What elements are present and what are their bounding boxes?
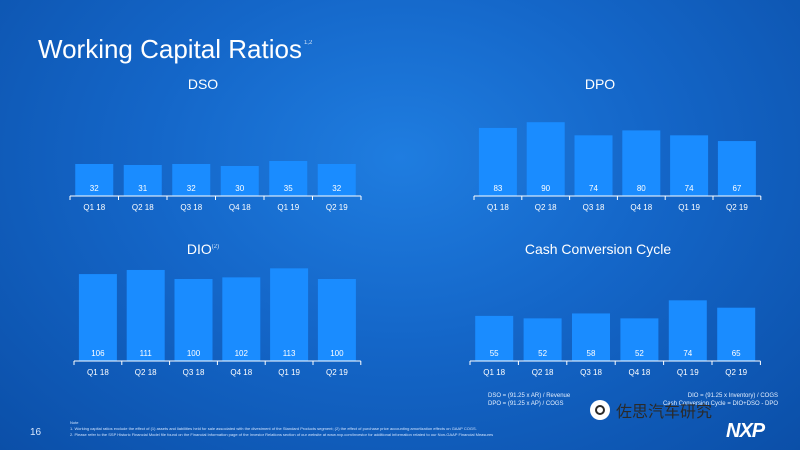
dso-bar [123, 165, 162, 196]
dso-tick-label: Q2 19 [326, 203, 348, 212]
dio-data-label: 100 [187, 349, 201, 358]
nxp-logo: NXP [726, 420, 765, 442]
watermark-text: 佐思汽车研究 [616, 402, 713, 421]
dso-data-label: 32 [90, 184, 99, 193]
ccc-formula: Cash Conversion Cycle = DIO+DSO - DPO [662, 401, 778, 407]
dpo-tick-label: Q1 18 [487, 203, 509, 212]
dpo-chart: 83 Q1 18 90 Q2 18 74 Q3 18 80 Q4 18 74 Q1 19 67 Q2 … [473, 122, 762, 212]
dso-bar [220, 166, 259, 196]
dpo-tick-label: Q2 18 [535, 203, 557, 212]
ccc-tick-label: Q1 18 [483, 368, 505, 377]
dpo-data-label: 74 [589, 184, 598, 193]
ccc-data-label: 55 [490, 349, 499, 358]
dio-data-label: 111 [140, 349, 153, 358]
ccc-bar [717, 307, 756, 361]
dpo-data-label: 83 [493, 184, 502, 193]
ccc-tick-label: Q4 18 [629, 368, 651, 377]
ccc-bar [523, 318, 562, 361]
dpo-tick-label: Q3 18 [583, 203, 605, 212]
dpo-data-label: 90 [541, 184, 550, 193]
ccc-data-label: 52 [635, 349, 644, 358]
dpo-bar [526, 122, 565, 196]
dso-data-label: 30 [235, 184, 244, 193]
dio-tick-label: Q2 19 [326, 368, 348, 377]
dio-tick-label: Q4 18 [230, 368, 252, 377]
dio-bar [174, 279, 213, 361]
page-number: 16 [30, 427, 42, 438]
dpo-data-label: 80 [637, 184, 646, 193]
dpo-bar [574, 135, 613, 196]
dio-bar [270, 268, 309, 361]
ccc-data-label: 52 [538, 349, 547, 358]
dso-bar [172, 164, 211, 196]
dpo-bar [670, 135, 709, 196]
dio-chart-title: DIO(2) [186, 241, 220, 257]
footnote-line-2: 2. Please refer to the SSP Historic Fina… [70, 432, 494, 437]
dso-bar [75, 164, 114, 196]
dso-formula: DSO = (91.25 x AR) / Revenue [488, 393, 571, 399]
dio-bar [317, 279, 356, 361]
dpo-tick-label: Q1 19 [678, 203, 700, 212]
wechat-icon [590, 400, 610, 420]
dio-tick-label: Q1 19 [278, 368, 300, 377]
dso-tick-label: Q4 18 [229, 203, 251, 212]
dso-data-label: 32 [187, 184, 196, 193]
ccc-tick-label: Q1 19 [677, 368, 699, 377]
ccc-tick-label: Q2 19 [725, 368, 747, 377]
dso-data-label: 31 [138, 184, 147, 193]
dpo-data-label: 67 [732, 184, 741, 193]
dso-bar [317, 164, 356, 196]
dpo-bar [478, 127, 517, 196]
dio-formula: DIO = (91.25 x Inventory) / COGS [687, 393, 778, 399]
ccc-bar [620, 318, 659, 361]
dio-tick-label: Q3 18 [183, 368, 205, 377]
title-footnote-ref: 1,2 [303, 40, 313, 46]
dso-bar [269, 161, 308, 196]
watermark: 佐思汽车研究 [590, 398, 712, 422]
dpo-tick-label: Q4 18 [630, 203, 652, 212]
dpo-tick-label: Q2 19 [726, 203, 748, 212]
footnote: Note 1. Working capital ratios exclude t… [70, 420, 630, 438]
ccc-bar [572, 313, 610, 361]
ccc-bar [475, 315, 514, 361]
dio-bar [222, 277, 261, 361]
dio-bar [78, 274, 117, 361]
ccc-data-label: 74 [683, 349, 692, 358]
dio-data-label: 113 [283, 349, 296, 358]
ccc-bar [668, 300, 707, 361]
dio-data-label: 100 [330, 349, 344, 358]
dio-bar [126, 269, 165, 361]
dpo-formula: DPO = (91.25 x AP) / COGS [488, 401, 564, 407]
ccc-data-label: 58 [587, 349, 596, 358]
dio-chart: 106 Q1 18 111 Q2 18 100 Q3 18 102 Q4 18 113 Q1 19… [73, 268, 362, 377]
ccc-data-label: 65 [732, 349, 741, 358]
dio-tick-label: Q1 18 [87, 368, 109, 377]
dso-chart-title: DSO [187, 76, 219, 92]
footnote-line-1: 1. Working capital ratios exclude the ef… [70, 426, 477, 431]
ccc-tick-label: Q3 18 [580, 368, 602, 377]
dpo-bar [622, 130, 661, 196]
dso-data-label: 35 [284, 184, 293, 193]
dio-data-label: 106 [91, 349, 105, 358]
dso-tick-label: Q2 18 [132, 203, 154, 212]
formula-legend: DSO = (91.25 x AR) / Revenue DIO = (91.25… [488, 392, 778, 408]
dio-tick-label: Q2 18 [135, 368, 157, 377]
dio-data-label: 102 [235, 349, 249, 358]
dso-tick-label: Q1 18 [83, 203, 105, 212]
ccc-chart: 55 Q1 18 52 Q2 18 58 Q3 18 52 Q4 18 74 Q1 19 65 Q2 … [469, 300, 761, 377]
slide-title: Working Capital Ratios 1,2 [38, 34, 313, 64]
dso-tick-label: Q1 19 [277, 203, 299, 212]
dso-chart: 32 Q1 18 31 Q2 18 32 Q3 18 30 Q4 18 35 Q1 19 32 Q2 … [69, 161, 362, 212]
dpo-chart-title: DPO [584, 76, 616, 92]
footnote-heading: Note [70, 420, 79, 425]
dso-data-label: 32 [332, 184, 341, 193]
dpo-bar [717, 141, 756, 196]
ccc-chart-title: Cash Conversion Cycle [524, 241, 672, 257]
dso-tick-label: Q3 18 [180, 203, 202, 212]
ccc-tick-label: Q2 18 [532, 368, 554, 377]
dpo-data-label: 74 [685, 184, 694, 193]
